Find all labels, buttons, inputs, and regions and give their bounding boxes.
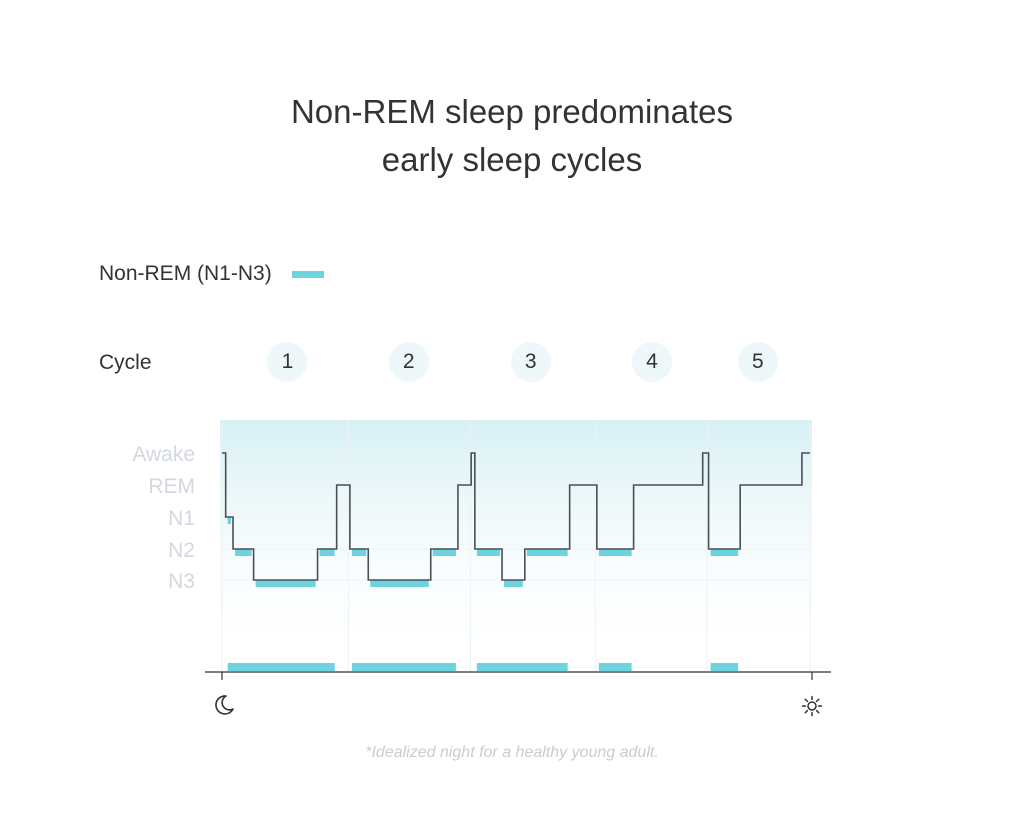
hypnogram-line <box>222 452 810 581</box>
y-label-n3: N3 <box>168 570 195 593</box>
nrem-step-6 <box>351 549 367 556</box>
nrem-block-4 <box>598 663 632 671</box>
cycle-badge-3: 3 <box>510 342 551 382</box>
cycle-badge-1: 1 <box>267 342 308 382</box>
title-line-2: early sleep cycles <box>381 141 643 178</box>
nrem-step-18 <box>710 549 739 556</box>
legend-swatch <box>291 270 324 278</box>
cycle-badge-2: 2 <box>388 342 429 382</box>
sun-icon <box>801 695 823 717</box>
nrem-block-1 <box>227 663 335 671</box>
y-label-awake: Awake <box>132 443 195 466</box>
chart-title: Non-REM sleep predominates early sleep c… <box>0 88 1024 184</box>
nrem-block-2 <box>351 663 456 671</box>
footnote: *Idealized night for a healthy young adu… <box>365 744 659 761</box>
nrem-step-11 <box>476 549 501 556</box>
cycle-label: Cycle <box>99 351 152 374</box>
nrem-step-12 <box>504 580 523 587</box>
nrem-step-1 <box>227 517 232 524</box>
nrem-step-7 <box>370 580 429 587</box>
y-label-n1: N1 <box>168 507 195 530</box>
nrem-step-13 <box>526 549 568 556</box>
moon-icon <box>215 695 234 715</box>
legend-label: Non-REM (N1-N3) <box>99 262 272 285</box>
nrem-block-3 <box>476 663 568 671</box>
nrem-block-5 <box>710 663 739 671</box>
legend: Non-REM (N1-N3) <box>99 258 324 290</box>
nrem-step-15 <box>598 549 632 556</box>
y-label-n2: N2 <box>168 539 195 562</box>
background-band <box>220 420 812 670</box>
y-label-rem: REM <box>148 475 195 498</box>
cycle-badge-5: 5 <box>737 342 778 382</box>
title-line-1: Non-REM sleep predominates <box>290 93 734 130</box>
nrem-step-2 <box>235 549 252 556</box>
nrem-step-4 <box>319 549 335 556</box>
nrem-step-3 <box>255 580 316 587</box>
nrem-step-8 <box>432 549 456 556</box>
cycle-badge-4: 4 <box>631 342 672 382</box>
